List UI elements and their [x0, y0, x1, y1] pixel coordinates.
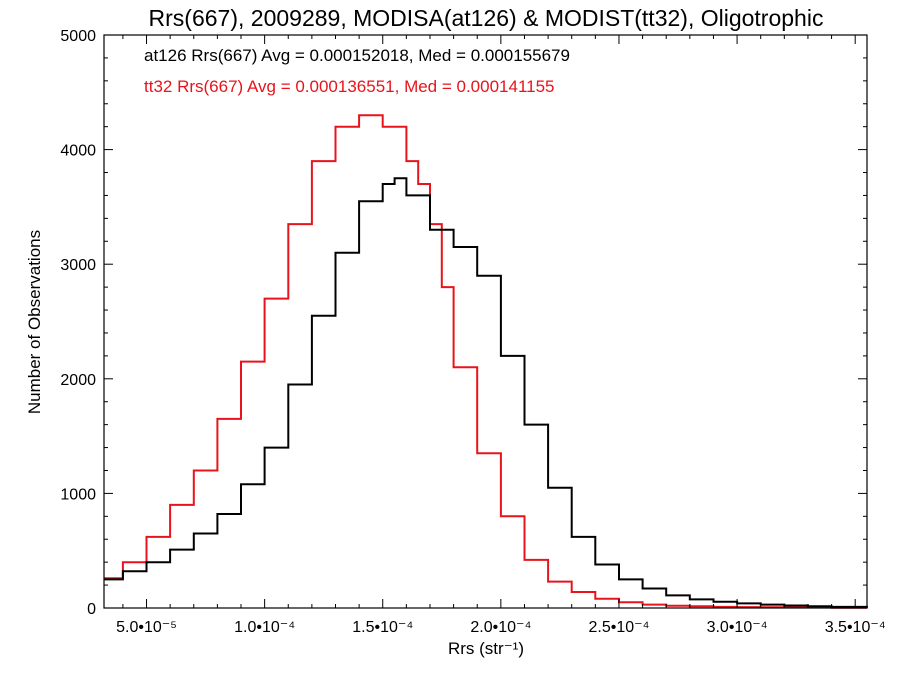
annotation-black: at126 Rrs(667) Avg = 0.000152018, Med = …: [144, 46, 570, 65]
y-tick-label: 5000: [60, 28, 96, 45]
y-axis-title: Number of Observations: [25, 230, 44, 414]
x-tick-label: 5.0•10⁻⁵: [116, 619, 177, 636]
y-tick-label: 3000: [60, 257, 96, 274]
x-tick-label: 2.5•10⁻⁴: [588, 619, 649, 636]
y-tick-label: 1000: [60, 486, 96, 503]
x-tick-label: 2.0•10⁻⁴: [470, 619, 531, 636]
x-tick-label: 3.0•10⁻⁴: [707, 619, 768, 636]
plot-frame: [103, 34, 868, 609]
y-tick-label: 0: [87, 601, 96, 618]
x-axis-title: Rrs (str⁻¹): [448, 639, 524, 658]
x-tick-label: 1.5•10⁻⁴: [352, 619, 413, 636]
axis-ticks: 5.0•10⁻⁵ 1.0•10⁻⁴ 1.5•10⁻⁴ 2.0•10⁻⁴ 2.5•10⁻⁴…: [60, 28, 885, 636]
series-line-1: [104, 114, 868, 609]
annotation-red: tt32 Rrs(667) Avg = 0.000136551, Med = 0…: [144, 77, 555, 96]
series-line-0: [104, 177, 868, 608]
x-tick-label: 1.0•10⁻⁴: [234, 619, 295, 636]
x-tick-label: 3.5•10⁻⁴: [825, 619, 886, 636]
y-tick-label: 4000: [60, 143, 96, 160]
y-tick-label: 2000: [60, 372, 96, 389]
series-layer: [104, 114, 868, 609]
chart-title: Rrs(667), 2009289, MODISA(at126) & MODIS…: [149, 5, 824, 31]
